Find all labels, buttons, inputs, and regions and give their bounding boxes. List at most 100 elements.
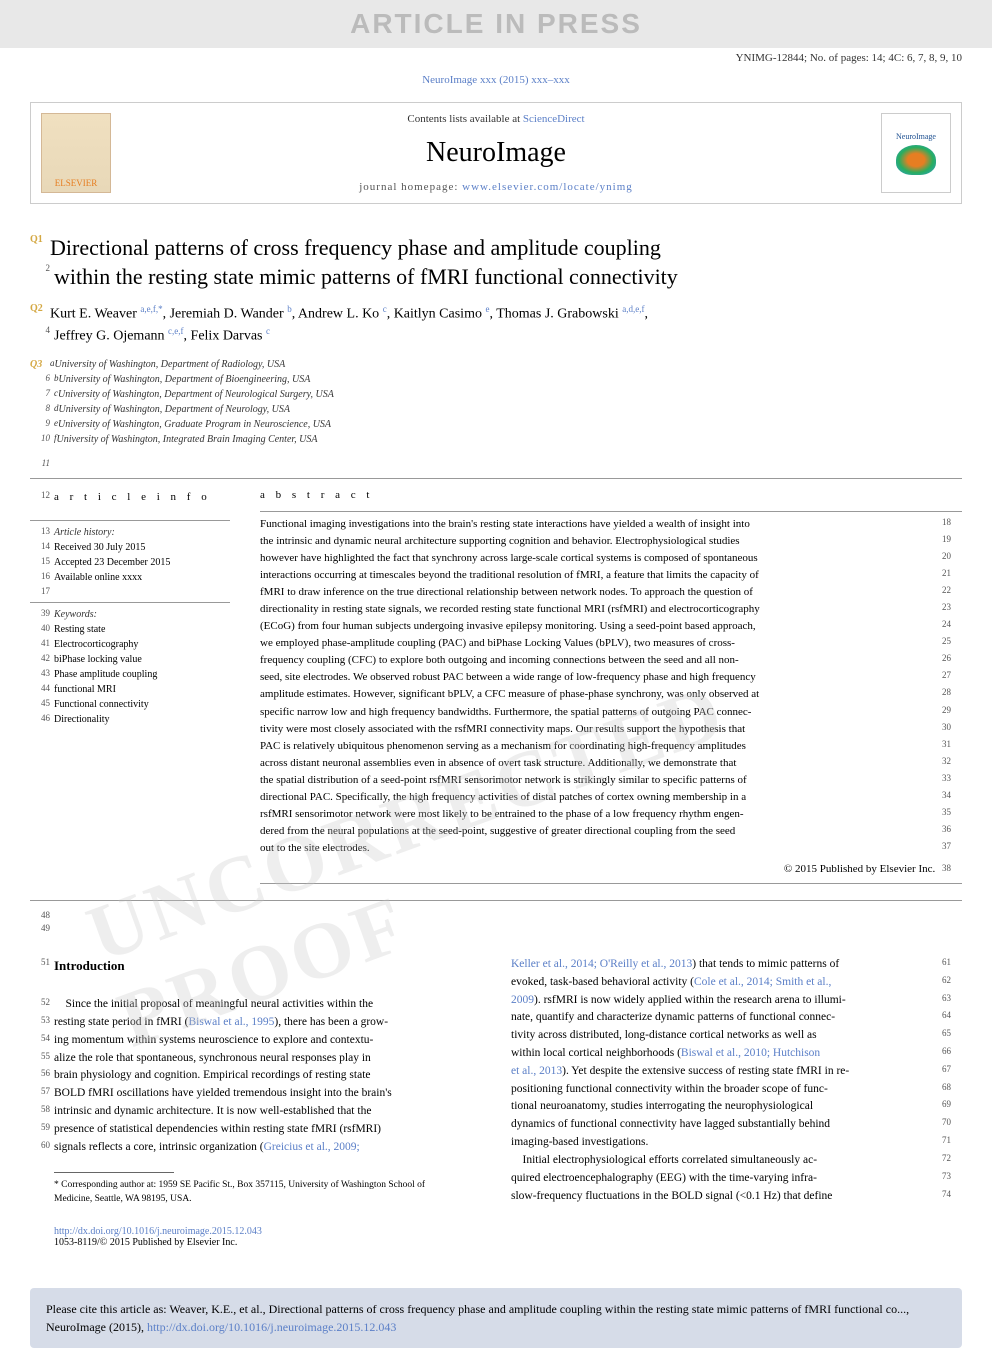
journal-name: NeuroImage — [131, 137, 861, 169]
article-info-heading: a r t i c l e i n f o — [54, 489, 211, 506]
corresponding-author-footnote: * Corresponding author at: 1959 SE Pacif… — [54, 1179, 481, 1206]
body-text-line: 60signals reflects a core, intrinsic org… — [30, 1139, 481, 1157]
body-text-line: 2009). rsfMRI is now widely applied with… — [511, 992, 962, 1010]
affiliation-row: 7c University of Washington, Department … — [30, 387, 962, 402]
keyword: Phase amplitude coupling — [54, 667, 157, 682]
introduction-heading: Introduction — [54, 956, 125, 976]
body-text-line: tivity across distributed, long-distance… — [511, 1027, 962, 1045]
affiliations-block: Q3a University of Washington, Department… — [30, 357, 962, 447]
article-title-line-2: within the resting state mimic patterns … — [54, 263, 678, 292]
elsevier-logo: ELSEVIER — [41, 113, 111, 193]
abstract-line: PAC is relatively ubiquitous phenomenon … — [260, 738, 962, 755]
body-text-line: Keller et al., 2014; O'Reilly et al., 20… — [511, 956, 962, 974]
body-text-line: imaging-based investigations.71 — [511, 1134, 962, 1152]
authors-line-1: Kurt E. Weaver a,e,f,*, Jeremiah D. Wand… — [50, 303, 648, 325]
abstract-line: out to the site electrodes.37 — [260, 840, 962, 857]
q2-marker: Q2 — [30, 303, 50, 314]
article-info-column: 12a r t i c l e i n f o 13Article histor… — [30, 489, 230, 892]
abstract-line: interactions occurring at timescales bey… — [260, 567, 962, 584]
body-text-line: tional neuroanatomy, studies interrogati… — [511, 1098, 962, 1116]
keyword: biPhase locking value — [54, 652, 142, 667]
keyword-row: 45Functional connectivity — [30, 697, 230, 712]
issn-copyright: 1053-8119/© 2015 Published by Elsevier I… — [54, 1237, 481, 1248]
body-text-line: 53resting state period in fMRI (Biswal e… — [30, 1014, 481, 1032]
reference-link[interactable]: Keller et al., 2014; O'Reilly et al., 20… — [511, 958, 692, 970]
abstract-line: dered from the neural populations at the… — [260, 823, 962, 840]
keyword: Functional connectivity — [54, 697, 149, 712]
body-text-line: 56brain physiology and cognition. Empiri… — [30, 1067, 481, 1085]
keyword-row: 43Phase amplitude coupling — [30, 667, 230, 682]
reference-link[interactable]: Cole et al., 2014; Smith et al., — [694, 976, 831, 988]
journal-homepage-link[interactable]: www.elsevier.com/locate/ynimg — [462, 181, 633, 193]
brain-icon — [896, 145, 936, 175]
keyword: Resting state — [54, 622, 105, 637]
article-in-press-banner: ARTICLE IN PRESS — [0, 0, 992, 48]
intro-right-column: Keller et al., 2014; O'Reilly et al., 20… — [511, 956, 962, 1248]
affiliation-row: Q3a University of Washington, Department… — [30, 357, 962, 372]
abstract-line: directionality in resting state signals,… — [260, 601, 962, 618]
abstract-line: the spatial distribution of a seed-point… — [260, 772, 962, 789]
online-date: Available online xxxx — [54, 570, 142, 585]
abstract-line: Functional imaging investigations into t… — [260, 516, 962, 533]
intro-left-column: 51Introduction 52 Since the initial prop… — [30, 956, 481, 1248]
citation-doi-link[interactable]: http://dx.doi.org/10.1016/j.neuroimage.2… — [147, 1320, 396, 1334]
body-text-line: 54ing momentum within systems neuroscien… — [30, 1032, 481, 1050]
sciencedirect-link[interactable]: ScienceDirect — [523, 113, 585, 125]
abstract-line: the intrinsic and dynamic neural archite… — [260, 533, 962, 550]
keyword-row: 46Directionality — [30, 712, 230, 727]
journal-issue-link[interactable]: NeuroImage xxx (2015) xxx–xxx — [0, 68, 992, 92]
abstract-line: frequency coupling (CFC) to explore both… — [260, 652, 962, 669]
body-text-line: 57BOLD fMRI oscillations have yielded tr… — [30, 1085, 481, 1103]
doi-link[interactable]: http://dx.doi.org/10.1016/j.neuroimage.2… — [54, 1226, 262, 1237]
keyword: Electrocorticography — [54, 637, 138, 652]
line-number: 2 — [30, 263, 50, 273]
keywords-label: Keywords: — [54, 607, 97, 622]
abstract-line: however have highlighted the fact that s… — [260, 550, 962, 567]
neuroimage-cover-logo: NeuroImage — [881, 113, 951, 193]
body-text-line: 55alize the role that spontaneous, synch… — [30, 1050, 481, 1068]
abstract-line: amplitude estimates. However, significan… — [260, 686, 962, 703]
copyright-text: © 2015 Published by Elsevier Inc. — [784, 863, 935, 875]
line-number: 11 — [30, 457, 50, 471]
reference-link[interactable]: 2009 — [511, 994, 534, 1006]
affiliation-row: 9e University of Washington, Graduate Pr… — [30, 417, 962, 432]
authors-block: Q2 Kurt E. Weaver a,e,f,*, Jeremiah D. W… — [30, 303, 962, 346]
affiliation-row: 6b University of Washington, Department … — [30, 372, 962, 387]
body-text-line: 59presence of statistical dependencies w… — [30, 1121, 481, 1139]
body-text-line: slow-frequency fluctuations in the BOLD … — [511, 1188, 962, 1206]
abstract-line: directional PAC. Specifically, the high … — [260, 789, 962, 806]
accepted-date: Accepted 23 December 2015 — [54, 555, 170, 570]
abstract-line: rsfMRI sensorimotor network were most li… — [260, 806, 962, 823]
body-text-line: et al., 2013). Yet despite the extensive… — [511, 1063, 962, 1081]
abstract-line: we employed phase-amplitude coupling (PA… — [260, 635, 962, 652]
received-date: Received 30 July 2015 — [54, 540, 145, 555]
body-text-line: nate, quantify and characterize dynamic … — [511, 1009, 962, 1027]
reference-link[interactable]: Biswal et al., 1995 — [188, 1016, 274, 1028]
line-number: 38 — [942, 863, 962, 873]
journal-header-box: ELSEVIER Contents lists available at Sci… — [30, 102, 962, 204]
authors-line-2: Jeffrey G. Ojemann c,e,f, Felix Darvas c — [54, 325, 270, 347]
section-rule — [30, 478, 962, 479]
abstract-line: across distant neuronal assemblies even … — [260, 755, 962, 772]
abstract-heading: a b s t r a c t — [260, 489, 962, 501]
line-number: 4 — [30, 325, 50, 335]
citation-box: Please cite this article as: Weaver, K.E… — [30, 1288, 962, 1348]
q1-marker: Q1 — [30, 234, 50, 245]
reference-link[interactable]: Greicius et al., 2009; — [264, 1141, 360, 1153]
keyword-row: 40Resting state — [30, 622, 230, 637]
body-text-line: positioning functional connectivity with… — [511, 1081, 962, 1099]
reference-link[interactable]: Biswal et al., 2010; Hutchison — [681, 1047, 820, 1059]
body-text-line: 58intrinsic and dynamic architecture. It… — [30, 1103, 481, 1121]
article-title-block: Q1 Directional patterns of cross frequen… — [30, 234, 962, 291]
abstract-line: fMRI to draw inference on the true direc… — [260, 584, 962, 601]
abstract-column: a b s t r a c t Functional imaging inves… — [260, 489, 962, 892]
reference-link[interactable]: et al., 2013 — [511, 1065, 562, 1077]
article-history-label: Article history: — [54, 525, 115, 540]
body-text-line: within local cortical neighborhoods (Bis… — [511, 1045, 962, 1063]
keyword-row: 42biPhase locking value — [30, 652, 230, 667]
body-text-line: Initial electrophysiological efforts cor… — [511, 1152, 962, 1170]
abstract-line: tivity were most closely associated with… — [260, 721, 962, 738]
affiliation-row: 10f University of Washington, Integrated… — [30, 432, 962, 447]
body-text-line: evoked, task-based behavioral activity (… — [511, 974, 962, 992]
journal-homepage-line: journal homepage: www.elsevier.com/locat… — [131, 181, 861, 193]
